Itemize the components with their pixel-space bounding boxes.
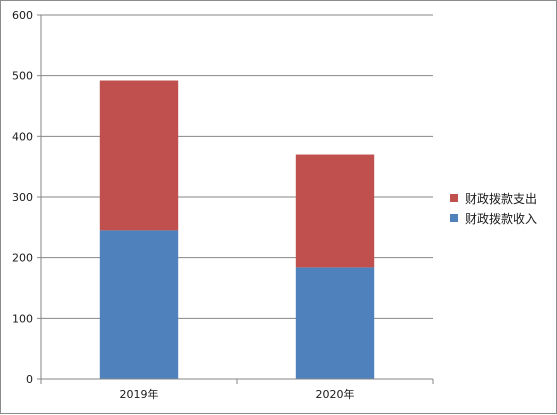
legend-swatch-income (450, 214, 458, 222)
y-tick-label: 100 (12, 312, 33, 325)
legend-swatch-expenditure (450, 194, 458, 202)
y-tick-label: 0 (26, 373, 33, 386)
legend-item-income: 财政拨款收入 (450, 208, 537, 228)
legend-label-income: 财政拨款收入 (465, 211, 538, 226)
bars (99, 80, 375, 379)
y-tick-label: 500 (12, 70, 33, 83)
bar-segment-expenditure (99, 80, 179, 231)
x-tick-label: 2020年 (316, 387, 355, 401)
legend-item-expenditure: 财政拨款支出 (450, 188, 537, 208)
x-tick-label: 2019年 (120, 387, 159, 401)
bar-segment-income (295, 267, 375, 379)
axes: 0 100 200 300 400 500 600 2019年 2020年 (12, 9, 434, 401)
y-tick-label: 300 (12, 191, 33, 204)
bar-segment-expenditure (295, 154, 375, 268)
legend-label-expenditure: 财政拨款支出 (465, 191, 538, 206)
y-tick-label: 600 (12, 9, 33, 22)
legend: 财政拨款支出 财政拨款收入 (450, 188, 537, 228)
bar-segment-income (99, 230, 179, 379)
y-tick-label: 400 (12, 130, 33, 143)
y-tick-label: 200 (12, 252, 33, 265)
